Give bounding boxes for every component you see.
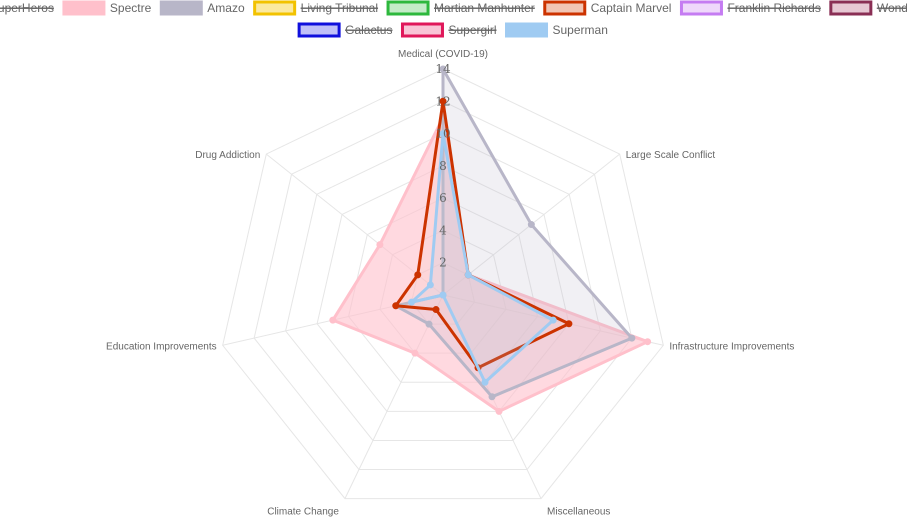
data-point[interactable] (411, 349, 419, 357)
legend-label: Captain Marvel (591, 1, 672, 15)
legend-item-supergirl[interactable]: Supergirl (400, 22, 497, 38)
series-area-spectre (331, 115, 650, 413)
data-point[interactable] (439, 97, 447, 105)
legend-item-superheros[interactable]: SuperHeros (0, 1, 54, 15)
legend-swatch (505, 22, 549, 38)
legend-item-wonder-woman[interactable]: Wonder Woman (829, 0, 907, 16)
axis-labels: Medical (COVID-19) Large Scale Conflict In… (106, 49, 794, 518)
data-point[interactable] (425, 320, 433, 328)
axis-label-infrastructure-improvements: Infrastructure Improvements (669, 341, 794, 352)
grid-ring (253, 100, 633, 471)
data-point[interactable] (439, 291, 447, 299)
grid-ring (222, 68, 664, 500)
legend-swatch (253, 0, 297, 16)
axis-label-large-scale-conflict: Large Scale Conflict (626, 150, 716, 161)
legend-item-amazo[interactable]: Amazo (159, 0, 245, 16)
axis-label-drug-addiction: Drug Addiction (195, 150, 260, 161)
data-point[interactable] (644, 338, 652, 346)
legend-swatch (679, 0, 723, 16)
data-point[interactable] (432, 306, 440, 314)
legend-item-franklin-richards[interactable]: Franklin Richards (679, 0, 821, 16)
legend-item-galactus[interactable]: Galactus (297, 22, 393, 38)
data-point[interactable] (439, 130, 447, 138)
data-point[interactable] (488, 393, 496, 401)
data-point[interactable] (329, 316, 337, 324)
data-point[interactable] (549, 316, 557, 324)
axis-label-miscellaneous: Miscellaneous (547, 507, 610, 518)
data-point[interactable] (481, 378, 489, 386)
legend-swatch (829, 0, 873, 16)
data-point[interactable] (376, 241, 384, 249)
radial-ticks: 2 4 6 8 10 12 14 (435, 62, 451, 270)
legend-label: Spectre (110, 1, 152, 15)
radar-series (329, 65, 652, 415)
grid-ring (285, 133, 601, 441)
legend-label: Amazo (207, 1, 245, 15)
tick-label: 10 (435, 127, 450, 141)
tick-label: 14 (435, 62, 451, 76)
data-point[interactable] (392, 302, 400, 310)
grid-ring (316, 165, 570, 412)
data-point[interactable] (464, 271, 472, 279)
tick-label: 6 (439, 191, 447, 205)
legend-label: Superman (553, 23, 608, 37)
axis-label-climate-change: Climate Change (267, 507, 339, 518)
grid-ring (348, 197, 538, 383)
legend-swatch (62, 0, 106, 16)
legend-item-superman[interactable]: Superman (505, 22, 608, 38)
data-point[interactable] (565, 320, 573, 328)
data-point[interactable] (414, 271, 422, 279)
legend-swatch (386, 0, 430, 16)
tick-label: 4 (439, 223, 447, 237)
legend-swatch (543, 0, 587, 16)
legend-item-living-tribunal[interactable]: Living Tribunal (253, 0, 379, 16)
legend-item-spectre[interactable]: Spectre (62, 0, 152, 16)
axis-label-education-improvements: Education Improvements (106, 341, 217, 352)
data-point[interactable] (426, 281, 434, 289)
tick-label: 8 (439, 159, 447, 173)
legend-swatch (400, 22, 444, 38)
data-point[interactable] (439, 65, 447, 73)
data-point[interactable] (527, 221, 535, 229)
legend-swatch (297, 22, 341, 38)
data-point[interactable] (628, 334, 636, 342)
series-area-superman (410, 132, 555, 384)
legend-item-martian-manhunter[interactable]: Martian Manhunter (386, 0, 535, 16)
axis-label-medical-covid-19: Medical (COVID-19) (398, 49, 488, 60)
tick-label: 12 (435, 94, 450, 108)
legend-item-captain-marvel[interactable]: Captain Marvel (543, 0, 672, 16)
series-superman (408, 130, 557, 386)
legend: SuperHeros Spectre Amazo Living Tribunal Mar… (0, 0, 907, 38)
legend-swatch (159, 0, 203, 16)
data-point[interactable] (408, 298, 416, 306)
data-point[interactable] (495, 407, 503, 415)
tick-label: 2 (439, 256, 447, 270)
